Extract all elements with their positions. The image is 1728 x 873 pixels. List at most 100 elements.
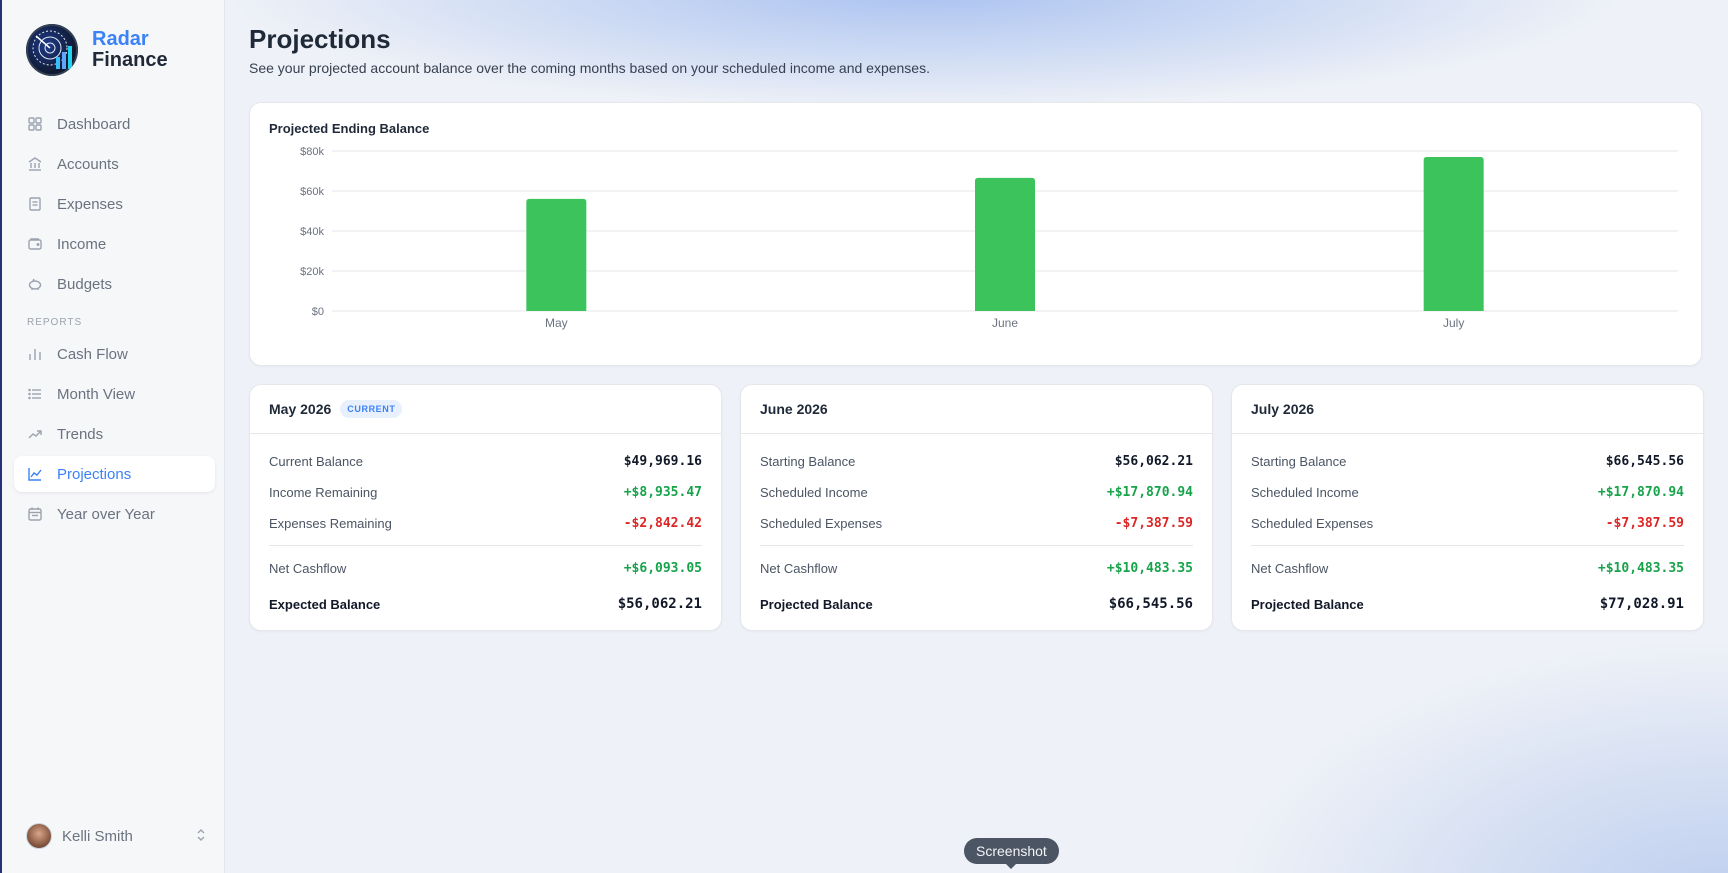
sidebar-item-label: Dashboard [57,115,131,133]
row-value: -$2,842.42 [623,515,702,531]
main-content: Projections See your projected account b… [225,0,1728,873]
sidebar-item-projections[interactable]: Projections [14,456,215,492]
month-card-title: May 2026 [269,401,332,417]
row-label: Expected Balance [269,596,381,612]
final-balance-row: Projected Balance $66,545.56 [760,594,1193,614]
month-card-may: May 2026 CURRENT Current Balance $49,969.… [249,384,722,631]
balance-row: Starting Balance $56,062.21 [760,451,1193,471]
balance-bar-chart: $0 $20k $40k $60k $80k May June July [300,146,1678,330]
sidebar-item-label: Month View [57,385,136,403]
sidebar-nav: Dashboard Accounts Expenses Income [14,106,215,536]
x-tick-label: May [545,316,568,330]
sidebar-item-label: Expenses [57,195,123,213]
sidebar-item-accounts[interactable]: Accounts [14,146,215,182]
chart-card: Projected Ending Balance $0 $20k $40k $60k $… [249,102,1702,366]
sidebar-item-trends[interactable]: Trends [14,416,215,452]
month-card-july: July 2026 Starting Balance $66,545.56 Sch… [1231,384,1704,631]
sidebar-item-month-view[interactable]: Month View [14,376,215,412]
income-row: Income Remaining +$8,935.47 [269,482,702,502]
row-label: Current Balance [269,453,363,469]
sidebar-item-expenses[interactable]: Expenses [14,186,215,222]
row-label: Net Cashflow [760,560,838,576]
y-tick-label: $40k [300,226,324,238]
page-title: Projections [249,24,391,54]
expenses-row: Scheduled Expenses -$7,387.59 [1251,513,1684,533]
sidebar-section-reports: REPORTS [27,317,83,328]
final-balance-row: Projected Balance $77,028.91 [1251,594,1684,614]
row-value: $56,062.21 [1114,453,1193,469]
row-value: +$17,870.94 [1106,484,1193,500]
row-label: Scheduled Expenses [760,515,883,531]
row-value: $77,028.91 [1599,596,1684,612]
sidebar-item-budgets[interactable]: Budgets [14,266,215,302]
row-label: Scheduled Income [760,484,868,500]
sidebar-item-cash-flow[interactable]: Cash Flow [14,336,215,372]
brand[interactable]: Radar Finance [26,24,168,76]
month-card-june: June 2026 Starting Balance $56,062.21 Sch… [740,384,1213,631]
row-label: Projected Balance [760,596,873,612]
chart-bar[interactable] [975,177,1035,311]
chart-bar[interactable] [1423,156,1484,311]
divider [269,545,702,546]
calendar-icon [27,506,43,522]
x-tick-label: June [992,316,1018,330]
sidebar-item-label: Income [57,235,107,253]
chart-bar[interactable] [526,198,587,311]
row-label: Scheduled Income [1251,484,1359,500]
balance-row: Current Balance $49,969.16 [269,451,702,471]
sidebar-item-label: Accounts [57,155,119,173]
trending-up-icon [27,426,43,442]
wallet-icon [27,236,43,252]
row-value: +$10,483.35 [1106,560,1193,576]
bank-icon [27,156,43,172]
brand-name-line1: Radar [92,28,149,50]
line-chart-icon [27,466,43,482]
income-row: Scheduled Income +$17,870.94 [1251,482,1684,502]
row-value: +$6,093.05 [623,560,702,576]
net-cashflow-row: Net Cashflow +$10,483.35 [760,558,1193,578]
row-value: $56,062.21 [617,596,702,612]
sidebar-item-label: Trends [57,425,104,443]
sidebar: Radar Finance Dashboard Accounts [0,0,225,873]
user-menu[interactable]: Kelli Smith [26,823,206,849]
balance-row: Starting Balance $66,545.56 [1251,451,1684,471]
screenshot-tooltip: Screenshot [964,838,1059,869]
row-value: +$10,483.35 [1597,560,1684,576]
row-label: Starting Balance [1251,453,1347,469]
bar-chart-icon [27,346,43,362]
month-card-title: July 2026 [1251,401,1315,417]
divider [1251,545,1684,546]
row-label: Net Cashflow [1251,560,1329,576]
brand-name-line2: Finance [92,49,168,71]
avatar [26,823,52,849]
row-value: $49,969.16 [623,453,702,469]
sidebar-item-year-over-year[interactable]: Year over Year [14,496,215,532]
sidebar-item-label: Year over Year [57,505,155,523]
current-badge: CURRENT [340,400,403,418]
y-tick-label: $80k [300,146,324,158]
sidebar-item-label: Cash Flow [57,345,128,363]
sidebar-item-label: Budgets [57,275,113,293]
row-label: Projected Balance [1251,596,1364,612]
row-label: Net Cashflow [269,560,347,576]
expenses-row: Expenses Remaining -$2,842.42 [269,513,702,533]
income-row: Scheduled Income +$17,870.94 [760,482,1193,502]
expenses-row: Scheduled Expenses -$7,387.59 [760,513,1193,533]
row-label: Starting Balance [760,453,856,469]
user-name: Kelli Smith [62,827,133,845]
sidebar-item-income[interactable]: Income [14,226,215,262]
row-value: -$7,387.59 [1605,515,1684,531]
row-label: Scheduled Expenses [1251,515,1374,531]
radar-logo-icon [26,24,78,76]
row-value: $66,545.56 [1108,596,1193,612]
y-tick-label: $60k [300,186,324,198]
row-value: +$17,870.94 [1597,484,1684,500]
row-value: $66,545.56 [1605,453,1684,469]
chart-title: Projected Ending Balance [269,121,430,136]
final-balance-row: Expected Balance $56,062.21 [269,594,702,614]
net-cashflow-row: Net Cashflow +$6,093.05 [269,558,702,578]
row-value: +$8,935.47 [623,484,702,500]
sidebar-item-dashboard[interactable]: Dashboard [14,106,215,142]
row-value: -$7,387.59 [1114,515,1193,531]
x-tick-label: July [1443,316,1464,330]
